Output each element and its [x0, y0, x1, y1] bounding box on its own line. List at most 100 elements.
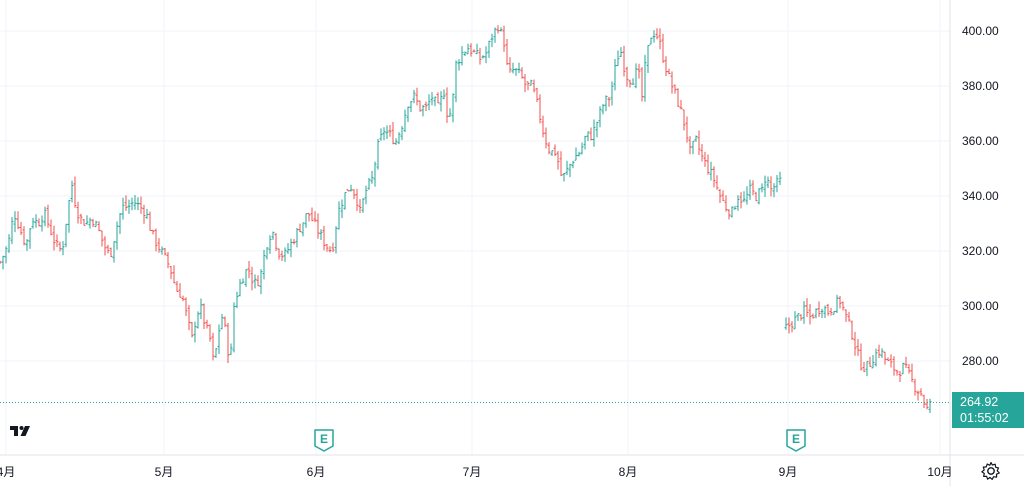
- ohlc-bar: [52, 225, 56, 251]
- ohlc-bar: [214, 348, 218, 358]
- earnings-marker[interactable]: E: [314, 429, 334, 452]
- ohlc-bar: [910, 363, 914, 382]
- ohlc-bar: [826, 303, 830, 316]
- ohlc-bar: [271, 231, 275, 240]
- ohlc-bar: [862, 361, 866, 373]
- ohlc-bar: [526, 81, 530, 91]
- ohlc-bar: [538, 94, 542, 124]
- ohlc-bar: [649, 37, 653, 45]
- ohlc-bar: [364, 185, 368, 205]
- ohlc-bar: [352, 189, 356, 200]
- ohlc-bar: [448, 108, 452, 117]
- ohlc-bar: [151, 229, 155, 235]
- y-tick-label: 360.00: [962, 134, 999, 148]
- ohlc-bar: [430, 92, 434, 106]
- ohlc-bar: [514, 68, 518, 76]
- ohlc-bar: [415, 87, 419, 106]
- ohlc-bar: [874, 348, 878, 367]
- ohlc-bar: [730, 206, 734, 218]
- ohlc-bar: [283, 247, 287, 262]
- ohlc-bar: [520, 67, 524, 79]
- ohlc-bar: [766, 176, 770, 188]
- ohlc-bar: [727, 209, 731, 220]
- ohlc-bar: [412, 89, 416, 104]
- ohlc-bar: [484, 46, 488, 64]
- earnings-marker-label: E: [792, 432, 800, 446]
- ohlc-bar: [259, 269, 263, 295]
- ohlc-bar: [865, 360, 869, 377]
- ohlc-bar: [493, 27, 497, 43]
- ohlc-bar: [733, 205, 737, 210]
- ohlc-bar: [160, 246, 164, 255]
- ohlc-bar: [196, 311, 200, 329]
- ohlc-bar: [274, 233, 278, 251]
- ohlc-bar: [262, 249, 266, 280]
- tradingview-logo-icon[interactable]: [4, 418, 38, 444]
- ohlc-bar: [175, 280, 179, 292]
- ohlc-bar: [502, 25, 506, 52]
- ohlc-bar: [850, 320, 854, 340]
- ohlc-bar: [49, 219, 53, 236]
- ohlc-bar: [592, 119, 596, 147]
- ohlc-bar: [847, 311, 851, 322]
- ohlc-bar: [625, 66, 629, 87]
- ohlc-bar: [925, 398, 929, 410]
- ohlc-bar: [784, 317, 788, 330]
- ohlc-bar: [523, 73, 527, 93]
- ohlc-bar: [145, 208, 149, 219]
- ohlc-bar: [328, 246, 332, 253]
- ohlc-bar: [634, 63, 638, 89]
- ohlc-bar: [769, 176, 773, 197]
- ohlc-bar: [472, 49, 476, 53]
- ohlc-bar: [811, 313, 815, 319]
- ohlc-bar: [724, 195, 728, 212]
- ohlc-bar: [295, 227, 299, 248]
- ohlc-bars: [0, 25, 932, 413]
- ohlc-bar: [688, 136, 692, 155]
- ohlc-bar: [907, 364, 911, 374]
- ohlc-bar: [409, 100, 413, 113]
- ohlc-bar: [652, 30, 656, 43]
- ohlc-bar: [292, 238, 296, 245]
- ohlc-bar: [802, 301, 806, 324]
- ohlc-bar: [313, 211, 317, 223]
- ohlc-bar: [817, 301, 821, 318]
- x-axis: 4月 5月 6月 7月 8月 9月 10月: [0, 454, 1024, 479]
- ohlc-bar: [121, 197, 125, 220]
- ohlc-bar: [157, 238, 161, 253]
- ohlc-bar: [334, 226, 338, 254]
- ohlc-bar: [109, 247, 113, 258]
- ohlc-bar: [322, 225, 326, 251]
- ohlc-bar: [454, 60, 458, 103]
- ohlc-bar: [691, 140, 695, 155]
- ohlc-bar: [667, 68, 671, 75]
- ohlc-bar: [808, 304, 812, 325]
- ohlc-bar: [397, 132, 401, 145]
- ohlc-bar: [928, 398, 932, 413]
- ohlc-bar: [25, 239, 29, 251]
- ohlc-bar: [895, 369, 899, 376]
- ohlc-bar: [181, 295, 185, 302]
- ohlc-bar: [604, 95, 608, 112]
- ohlc-bar: [340, 199, 344, 219]
- ohlc-bar: [640, 67, 644, 102]
- earnings-marker[interactable]: E: [786, 429, 806, 452]
- ohlc-bar: [586, 131, 590, 142]
- ohlc-bar: [19, 221, 23, 235]
- ohlc-bar: [226, 323, 230, 364]
- ohlc-bar: [823, 305, 827, 318]
- ohlc-bar: [79, 213, 83, 225]
- y-tick-label: 300.00: [962, 299, 999, 313]
- ohlc-bar: [499, 27, 503, 32]
- settings-gear-icon[interactable]: [980, 460, 1002, 482]
- ohlc-bar: [481, 55, 485, 59]
- ohlc-bar: [832, 310, 836, 315]
- ohlc-bar: [901, 362, 905, 375]
- ohlc-bar: [919, 388, 923, 396]
- ohlc-bar: [205, 319, 209, 329]
- ohlc-bar: [655, 28, 659, 40]
- ohlc-bar: [112, 241, 116, 263]
- ohlc-bar: [70, 180, 74, 203]
- ohlc-bar: [697, 130, 701, 156]
